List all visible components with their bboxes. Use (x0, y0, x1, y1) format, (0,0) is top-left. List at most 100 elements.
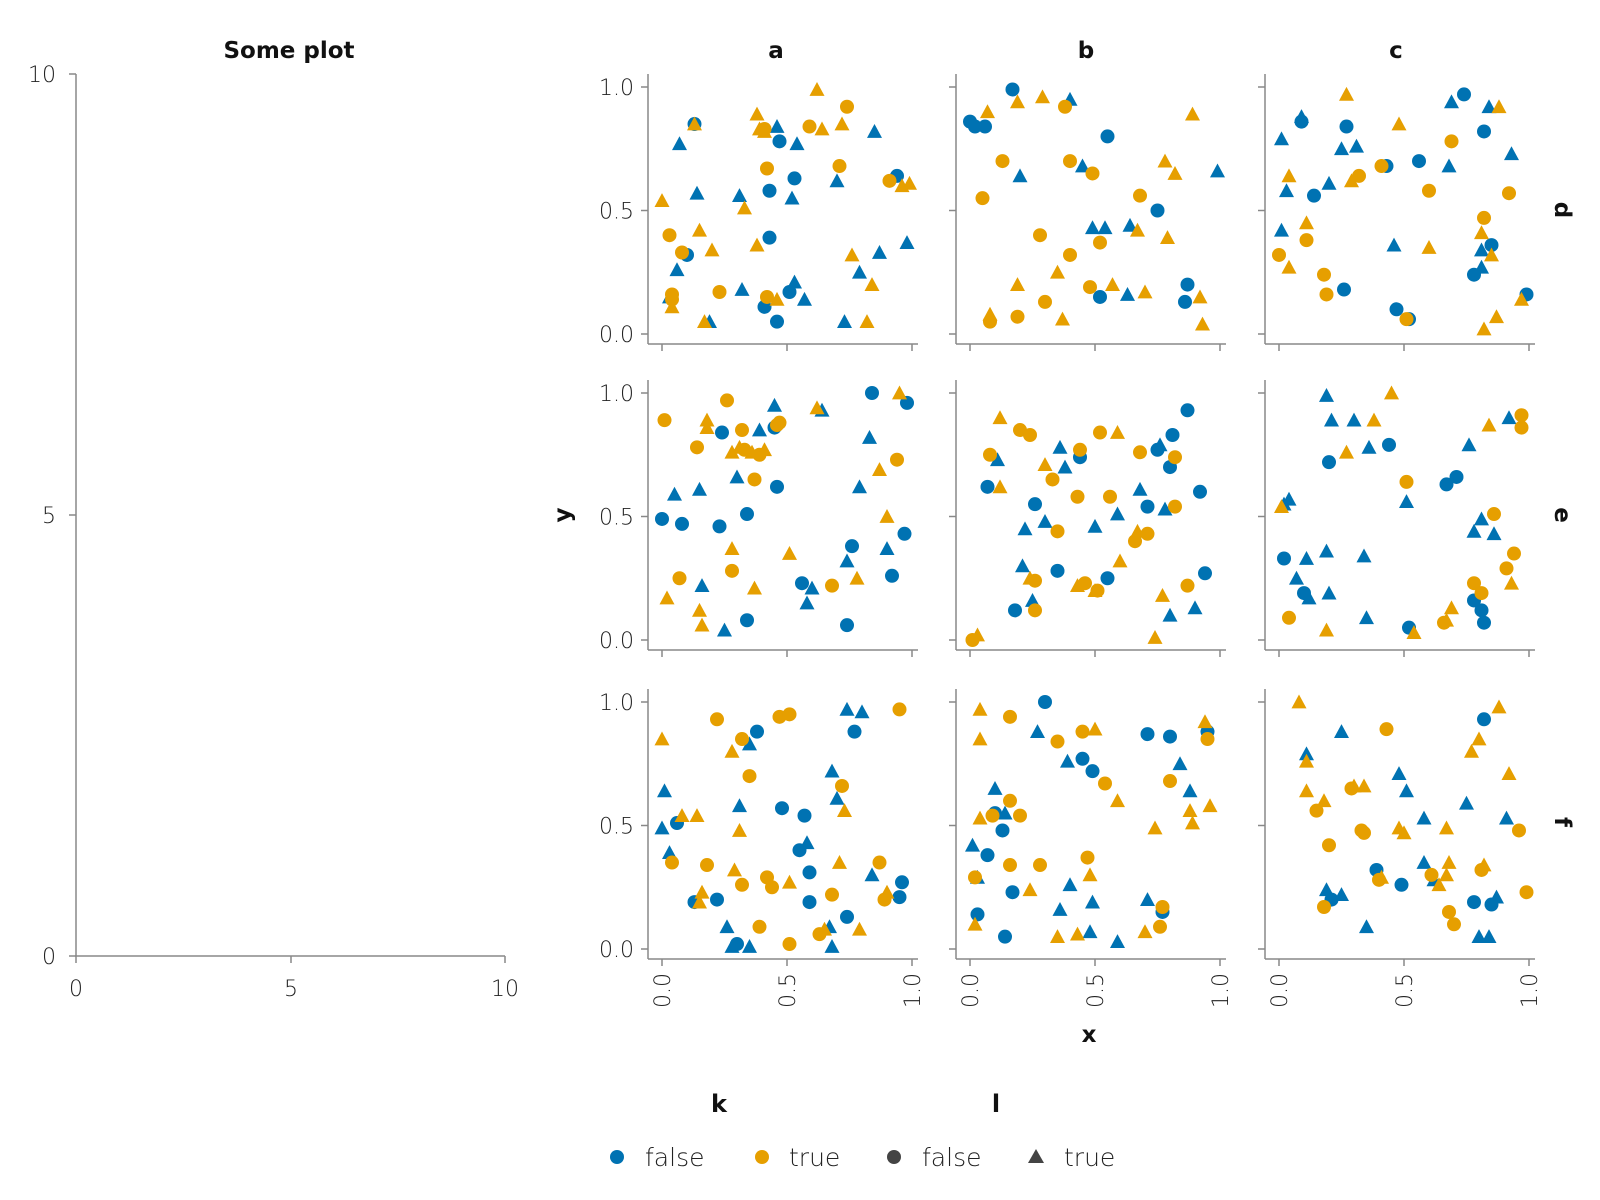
data-point-triangle (1356, 548, 1372, 563)
data-point-triangle (727, 862, 742, 877)
data-point-triangle (1152, 437, 1168, 452)
data-point-circle (1003, 709, 1017, 724)
panel-x-tick-label: 1.0 (901, 973, 926, 1008)
data-point-triangle (817, 921, 832, 936)
data-point-circle (1512, 823, 1526, 838)
data-point-triangle (1010, 277, 1025, 291)
data-point-circle (802, 119, 817, 134)
data-point-circle (782, 285, 797, 300)
data-point-triangle (749, 106, 765, 121)
data-point-triangle (1481, 99, 1497, 114)
data-point-circle (1075, 751, 1090, 766)
data-point-triangle (654, 193, 670, 207)
data-point-circle (1502, 186, 1516, 201)
data-point-circle (1100, 571, 1115, 586)
data-point-triangle (704, 242, 720, 257)
data-point-circle (1168, 450, 1182, 465)
data-point-triangle (1052, 439, 1068, 454)
y-axis-title: y (550, 508, 576, 523)
data-point-triangle (724, 444, 740, 459)
data-point-triangle (1474, 259, 1489, 274)
data-point-circle (1447, 917, 1461, 932)
data-point-triangle (832, 855, 847, 869)
data-point-circle (1178, 294, 1192, 309)
data-point-triangle (814, 121, 830, 136)
panel-y-tick-label: 0.5 (599, 506, 634, 531)
data-point-triangle (1474, 225, 1489, 240)
data-point-circle (760, 289, 774, 304)
data-point-triangle (1017, 521, 1033, 536)
data-point-triangle (1182, 803, 1198, 818)
data-point-circle (1083, 280, 1097, 295)
data-point-triangle (1439, 820, 1454, 835)
data-point-circle (672, 571, 687, 586)
data-point-triangle (724, 743, 740, 758)
data-point-triangle (992, 410, 1008, 425)
data-point-triangle (1110, 506, 1125, 521)
data-point-circle (1444, 134, 1459, 149)
data-point-circle (1382, 437, 1396, 452)
data-point-triangle (1132, 481, 1148, 496)
data-point-triangle (1010, 94, 1025, 109)
data-point-triangle (1476, 857, 1492, 872)
data-point-circle (900, 395, 914, 410)
data-point-triangle (824, 763, 840, 778)
data-point-circle (1322, 838, 1336, 853)
data-point-triangle (1374, 869, 1389, 884)
legend-label-l-true: true (1064, 1143, 1115, 1172)
data-point-triangle (697, 314, 712, 329)
data-point-triangle (1501, 410, 1517, 425)
data-point-circle (795, 576, 809, 591)
data-point-circle (1013, 808, 1027, 823)
data-point-circle (1050, 734, 1065, 749)
data-point-triangle (1416, 855, 1432, 869)
data-point-triangle (899, 235, 915, 249)
data-point-triangle (1137, 924, 1153, 939)
data-point-triangle (1316, 793, 1332, 808)
data-point-circle (983, 447, 997, 462)
data-point-circle (1322, 455, 1336, 470)
data-point-circle (825, 887, 839, 902)
data-point-triangle (1344, 173, 1359, 188)
data-point-circle (1163, 774, 1177, 789)
data-point-triangle (1439, 612, 1454, 627)
data-point-circle (1514, 408, 1529, 423)
data-point-circle (710, 892, 724, 907)
data-point-circle (1339, 119, 1354, 134)
data-point-triangle (1025, 592, 1040, 607)
panel-x-tick-label: 0.0 (651, 973, 676, 1008)
data-point-triangle (1105, 277, 1120, 291)
legend-title-l: l (992, 1090, 1000, 1118)
data-point-triangle (1130, 523, 1145, 538)
legend: k l false true false true (610, 1090, 1115, 1172)
data-point-circle (1023, 427, 1037, 442)
data-point-triangle (1431, 877, 1447, 892)
data-point-triangle (1022, 570, 1038, 585)
data-point-triangle (1319, 543, 1334, 558)
data-point-circle (1442, 904, 1456, 919)
data-point-circle (980, 848, 995, 863)
data-point-triangle (694, 578, 710, 593)
panel-x-tick-label: 0.0 (959, 973, 984, 1008)
data-point-triangle (654, 731, 670, 746)
data-point-triangle (689, 808, 705, 822)
data-point-triangle (1037, 457, 1053, 472)
data-point-circle (1424, 867, 1439, 882)
data-point-circle (1093, 235, 1107, 250)
data-point-circle (1394, 877, 1409, 892)
data-point-triangle (1391, 766, 1407, 781)
data-point-triangle (699, 420, 715, 434)
data-point-circle (1028, 497, 1042, 512)
data-point-circle (752, 919, 767, 934)
data-point-circle (1352, 168, 1366, 183)
data-point-triangle (1082, 867, 1098, 882)
data-point-triangle (1421, 240, 1437, 254)
panel-y-tick-label: 0.5 (599, 815, 634, 840)
data-point-triangle (732, 798, 747, 813)
data-point-circle (735, 423, 749, 438)
data-point-circle (1499, 561, 1514, 576)
data-point-circle (1374, 159, 1389, 174)
data-point-circle (655, 511, 669, 526)
data-point-triangle (1110, 425, 1125, 439)
